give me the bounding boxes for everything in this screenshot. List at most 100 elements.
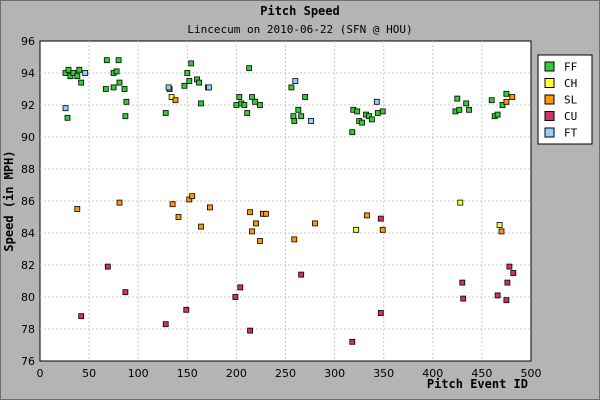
point-cu bbox=[78, 313, 85, 320]
point-ff bbox=[116, 79, 123, 86]
point-ff bbox=[374, 110, 381, 116]
y-tick-label: 78 bbox=[21, 323, 35, 336]
y-tick-label: 92 bbox=[21, 99, 35, 112]
point-ch bbox=[168, 94, 175, 100]
x-tick-label: 300 bbox=[324, 367, 345, 380]
point-ff bbox=[241, 102, 248, 108]
point-ff bbox=[302, 94, 309, 100]
point-ff bbox=[122, 113, 129, 120]
point-ff bbox=[196, 79, 203, 86]
point-ff bbox=[503, 90, 510, 97]
point-ff bbox=[359, 119, 366, 126]
point-cu bbox=[232, 294, 239, 300]
point-sl bbox=[116, 199, 123, 206]
y-tick-label: 88 bbox=[21, 163, 35, 176]
point-cu bbox=[349, 338, 356, 345]
point-cu bbox=[104, 263, 111, 270]
x-tick-label: 100 bbox=[128, 367, 149, 380]
point-ff bbox=[233, 102, 240, 108]
tick-labels: 0 50 100 150 200 250 300 350 400 450 500 76 78 80 82 84… bbox=[21, 35, 542, 380]
y-tick-label: 80 bbox=[21, 291, 35, 304]
x-tick-label: 200 bbox=[226, 367, 247, 380]
point-cu bbox=[237, 284, 244, 291]
legend-swatch-ff bbox=[544, 61, 555, 72]
point-ff bbox=[249, 94, 256, 100]
point-sl bbox=[262, 210, 269, 217]
x-tick-label: 500 bbox=[521, 367, 542, 380]
point-cu bbox=[122, 289, 129, 296]
point-ft bbox=[82, 70, 89, 76]
point-sl bbox=[509, 94, 516, 100]
point-ff bbox=[74, 73, 81, 80]
point-ff bbox=[368, 116, 375, 123]
point-cu bbox=[503, 297, 510, 304]
point-ff bbox=[246, 65, 253, 72]
point-ff bbox=[354, 108, 361, 115]
point-sl bbox=[379, 226, 386, 233]
point-ff bbox=[184, 70, 191, 76]
point-cu bbox=[494, 292, 501, 299]
x-tick-label: 0 bbox=[37, 367, 44, 380]
point-ff bbox=[62, 70, 69, 76]
point-sl bbox=[498, 228, 505, 235]
point-ff bbox=[65, 66, 72, 73]
legend: FF CH SL CU FT bbox=[537, 54, 593, 145]
point-sl bbox=[312, 220, 318, 227]
point-ff bbox=[121, 86, 128, 92]
point-ff bbox=[113, 68, 120, 75]
x-tick-label: 450 bbox=[471, 367, 492, 380]
point-sl bbox=[291, 236, 298, 243]
point-cu bbox=[504, 279, 511, 286]
legend-swatch-ch bbox=[544, 78, 555, 88]
point-ff bbox=[488, 97, 495, 104]
point-ff bbox=[257, 102, 263, 108]
point-ft bbox=[292, 78, 299, 84]
chart-title: Pitch Speed bbox=[260, 4, 339, 18]
point-sl bbox=[253, 220, 259, 227]
point-ft bbox=[373, 98, 380, 105]
y-tick-label: 76 bbox=[21, 355, 35, 368]
point-ff bbox=[102, 86, 109, 92]
legend-swatch-cu bbox=[544, 111, 555, 121]
point-ff bbox=[236, 94, 243, 100]
point-ff bbox=[198, 100, 204, 107]
point-ff bbox=[181, 82, 188, 89]
point-sl bbox=[247, 209, 254, 216]
chart-subtitle: Lincecum on 2010-06-22 (SFN @ HOU) bbox=[187, 23, 412, 36]
point-ff bbox=[454, 95, 461, 102]
x-tick-label: 250 bbox=[275, 367, 296, 380]
point-ff bbox=[494, 111, 501, 118]
point-ff bbox=[103, 57, 110, 64]
point-sl bbox=[172, 97, 179, 104]
legend-swatch-sl bbox=[544, 94, 555, 105]
grid bbox=[40, 41, 531, 361]
watermark: BrooksBaseball.net bbox=[383, 341, 525, 356]
x-tick-label: 150 bbox=[177, 367, 198, 380]
point-ff bbox=[499, 102, 506, 108]
point-ft bbox=[308, 118, 314, 124]
point-cu bbox=[298, 271, 305, 278]
legend-label-cu: CU bbox=[564, 110, 577, 123]
y-tick-label: 90 bbox=[21, 131, 35, 144]
y-axis-label: Speed (in MPH) bbox=[2, 150, 16, 251]
point-sl bbox=[169, 201, 176, 208]
point-sl bbox=[257, 238, 263, 244]
point-ft bbox=[205, 84, 212, 91]
point-ff bbox=[76, 66, 83, 73]
x-tick-label: 400 bbox=[422, 367, 443, 380]
point-ff bbox=[186, 78, 193, 84]
y-tick-label: 86 bbox=[21, 195, 35, 208]
point-ff bbox=[115, 57, 122, 64]
point-ff bbox=[252, 98, 259, 105]
point-ff bbox=[70, 70, 77, 76]
point-ff bbox=[123, 98, 130, 105]
point-ff bbox=[244, 110, 251, 116]
x-axis-label: Pitch Event ID bbox=[427, 377, 528, 391]
point-cu bbox=[459, 279, 466, 286]
legend-label-ft: FT bbox=[564, 127, 578, 140]
point-sl bbox=[364, 212, 370, 219]
data-points bbox=[62, 57, 517, 345]
point-cu bbox=[377, 310, 384, 316]
point-ff bbox=[463, 100, 470, 107]
